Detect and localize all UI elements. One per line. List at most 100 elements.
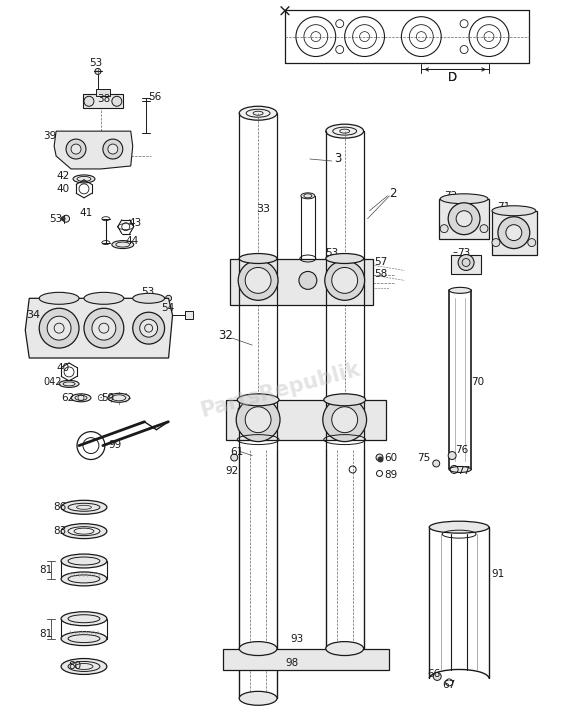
Circle shape — [66, 139, 86, 159]
Circle shape — [84, 97, 94, 106]
Circle shape — [236, 398, 280, 441]
Circle shape — [245, 267, 271, 293]
Text: 81: 81 — [39, 629, 52, 639]
Ellipse shape — [239, 691, 277, 705]
Text: 042: 042 — [43, 377, 62, 387]
Circle shape — [363, 277, 370, 284]
Text: 70: 70 — [471, 377, 484, 387]
Text: D: D — [448, 71, 457, 84]
Text: 98: 98 — [285, 658, 298, 668]
Text: 66: 66 — [427, 669, 440, 679]
Ellipse shape — [449, 466, 471, 472]
Circle shape — [367, 274, 372, 279]
Text: 61: 61 — [230, 446, 244, 456]
Circle shape — [238, 260, 278, 301]
Text: 3: 3 — [334, 153, 341, 166]
Text: 53: 53 — [141, 288, 154, 297]
Ellipse shape — [237, 394, 279, 406]
Ellipse shape — [73, 175, 95, 183]
Text: 83: 83 — [53, 526, 66, 536]
Ellipse shape — [326, 254, 364, 263]
Ellipse shape — [326, 652, 364, 665]
Bar — [185, 311, 194, 319]
Ellipse shape — [61, 658, 107, 674]
Text: 75: 75 — [417, 453, 431, 462]
Ellipse shape — [326, 124, 364, 138]
Text: D: D — [448, 71, 457, 84]
Text: 90: 90 — [236, 407, 249, 417]
Text: 71: 71 — [497, 202, 510, 212]
Ellipse shape — [61, 611, 107, 626]
Circle shape — [433, 460, 440, 467]
Text: 41: 41 — [79, 208, 92, 218]
Ellipse shape — [61, 572, 107, 586]
Circle shape — [166, 296, 172, 301]
Circle shape — [448, 451, 456, 459]
Text: 59: 59 — [101, 393, 114, 403]
Circle shape — [71, 144, 81, 154]
Polygon shape — [25, 298, 172, 358]
Circle shape — [95, 68, 101, 74]
Text: 57: 57 — [374, 257, 388, 267]
Text: 53: 53 — [350, 286, 363, 296]
Text: 44: 44 — [126, 236, 139, 246]
Ellipse shape — [39, 292, 79, 304]
Text: 53: 53 — [49, 213, 62, 224]
Ellipse shape — [239, 254, 277, 263]
Polygon shape — [439, 199, 489, 239]
Ellipse shape — [239, 106, 277, 120]
Ellipse shape — [61, 500, 107, 514]
Ellipse shape — [301, 193, 315, 199]
Text: 39: 39 — [43, 131, 56, 141]
Text: 56: 56 — [149, 92, 162, 102]
Text: 80: 80 — [68, 661, 81, 671]
Text: 73: 73 — [457, 247, 470, 257]
Polygon shape — [224, 649, 390, 671]
Circle shape — [299, 271, 317, 289]
Circle shape — [39, 309, 79, 348]
Ellipse shape — [68, 526, 100, 536]
Circle shape — [440, 225, 448, 233]
Ellipse shape — [492, 205, 536, 216]
Text: 40: 40 — [56, 363, 69, 373]
Text: 91: 91 — [491, 569, 504, 579]
Text: 81: 81 — [39, 565, 52, 575]
Circle shape — [245, 407, 271, 433]
Ellipse shape — [61, 554, 107, 568]
Text: 34: 34 — [26, 310, 41, 320]
Ellipse shape — [108, 394, 129, 402]
Polygon shape — [54, 131, 133, 169]
Text: PartsRepublik: PartsRepublik — [198, 359, 362, 421]
Text: 64: 64 — [337, 427, 350, 437]
Text: 54: 54 — [162, 304, 175, 313]
Polygon shape — [492, 211, 537, 255]
Text: 42: 42 — [56, 171, 69, 181]
Circle shape — [448, 203, 480, 234]
Text: 89: 89 — [385, 470, 397, 480]
Circle shape — [498, 217, 530, 249]
Text: 38: 38 — [97, 94, 110, 105]
Polygon shape — [96, 89, 110, 97]
Text: 62: 62 — [61, 393, 74, 403]
Ellipse shape — [324, 394, 365, 406]
Polygon shape — [230, 259, 373, 305]
Text: 99: 99 — [109, 440, 122, 450]
Circle shape — [458, 255, 474, 270]
Circle shape — [332, 267, 358, 293]
Circle shape — [492, 239, 500, 247]
Text: 43: 43 — [129, 218, 142, 228]
Text: 92: 92 — [225, 466, 239, 477]
Circle shape — [528, 239, 536, 247]
Text: 58: 58 — [374, 270, 388, 280]
Ellipse shape — [326, 642, 364, 655]
Circle shape — [363, 267, 370, 274]
Text: 33: 33 — [256, 204, 270, 213]
Circle shape — [506, 225, 522, 241]
Ellipse shape — [239, 642, 277, 655]
Ellipse shape — [84, 292, 124, 304]
Circle shape — [323, 398, 367, 441]
Circle shape — [84, 309, 124, 348]
Circle shape — [376, 454, 383, 461]
Text: 40: 40 — [56, 184, 69, 194]
Circle shape — [367, 262, 372, 267]
